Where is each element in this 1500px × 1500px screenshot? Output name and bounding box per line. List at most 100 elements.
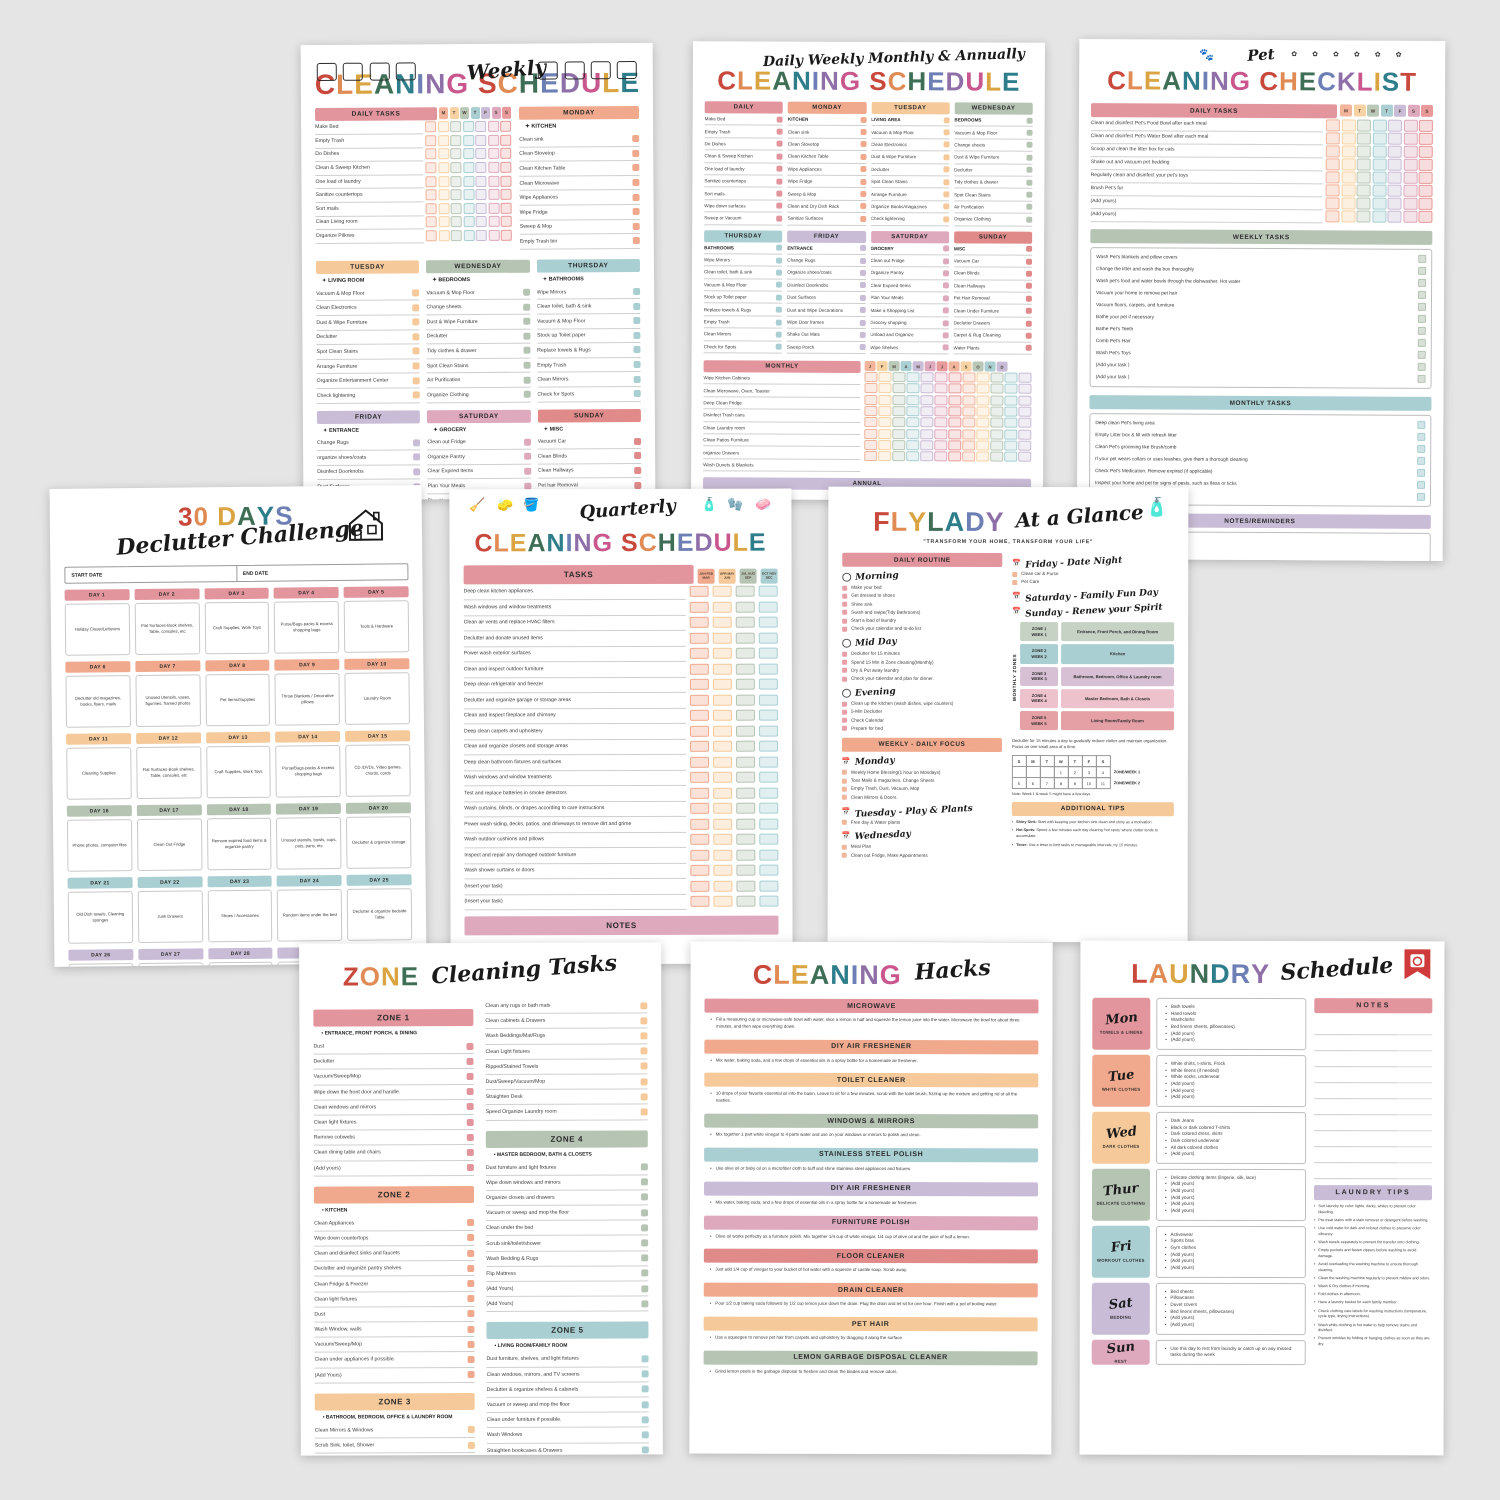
task-checkbox[interactable] [1417,420,1426,429]
item-checkbox[interactable] [841,769,847,775]
task-row[interactable]: (Add Yours) [486,1296,649,1313]
item-checkbox[interactable] [841,717,847,723]
task-row[interactable]: Clean Patios Furniture [703,434,861,448]
task-checkbox[interactable] [641,1224,649,1232]
month-checkbox[interactable] [864,440,878,451]
task-row[interactable]: Clean toilet, bath & sink [536,299,641,315]
note-line[interactable] [1314,1051,1433,1068]
task-row[interactable]: Vacuum/Sweep/Mop [313,1069,474,1086]
task-checkbox[interactable] [641,1370,649,1378]
note-line[interactable] [1314,1019,1433,1036]
start-date-field[interactable]: START DATE [65,566,237,583]
weekly-item[interactable]: Meal Plan [841,844,1002,851]
month-checkbox[interactable] [906,440,920,451]
item-checkbox[interactable] [842,676,848,682]
weekday-checkbox[interactable] [500,202,512,214]
quarter-checkbox[interactable] [759,756,779,768]
month-checkbox[interactable] [906,371,920,382]
month-checkbox[interactable] [920,451,934,462]
weekday-checkbox[interactable] [1340,196,1356,209]
task-checkbox[interactable] [942,344,949,351]
task-checkbox[interactable] [1026,142,1033,149]
week-cell-row[interactable]: Old Dish towels, Cleaning sponges Junk Dr… [67,888,413,944]
task-checkbox[interactable] [859,269,866,276]
quarterly-task-row[interactable]: Test and replace batteries in smoke dete… [464,784,779,802]
month-check-row[interactable] [864,451,1032,463]
task-checkbox[interactable] [641,1239,649,1247]
weekday-checkbox[interactable] [500,161,512,173]
task-row[interactable]: Clean Stovetop [519,146,640,162]
weekday-checkbox[interactable] [1418,158,1433,171]
task-checkbox[interactable] [859,153,867,160]
task-checkbox[interactable] [632,193,640,201]
quarter-checkbox[interactable] [736,818,756,830]
weekday-checkbox[interactable] [475,189,487,201]
task-row[interactable]: Change sheets [954,139,1033,152]
weekday-checkbox[interactable] [450,134,462,147]
weekday-checkbox[interactable] [1402,210,1417,223]
sheet-flylady-at-a-glance[interactable]: FLYLADY At a Glance 🧴 "TRANSFORM YOUR HO… [827,486,1189,943]
task-row[interactable]: Wipe Shelves [870,341,949,355]
task-checkbox[interactable] [943,203,950,210]
task-row[interactable]: Carpet & Rug Cleaning [953,329,1032,343]
weekday-checkbox[interactable] [500,189,512,201]
task-checkbox[interactable] [1026,179,1033,186]
task-checkbox[interactable] [860,129,867,136]
task-checkbox[interactable] [640,1108,648,1116]
weekly-focus-right[interactable]: 📅 Friday - Date Night Clean car & Purse Pet… [1012,556,1174,620]
routine-item[interactable]: Start a load of laundry [842,618,1002,625]
task-checkbox[interactable] [641,1416,649,1424]
item-checkbox[interactable] [842,610,848,616]
quarter-checkbox[interactable] [736,849,756,861]
weekday-checkbox[interactable] [1418,145,1433,158]
task-row[interactable]: Spot Clean Stains [870,175,950,189]
month-checkbox[interactable] [1018,383,1032,394]
quarter-checkbox[interactable] [759,833,779,845]
task-checkbox[interactable] [1418,266,1427,275]
task-checkbox[interactable] [467,1441,475,1449]
quarter-checkbox[interactable] [758,632,778,644]
day-column[interactable]: FRIDAY ENTRANCE Change Rugs Organize shoes/… [786,230,866,355]
task-row[interactable]: Spot Clean Stains [426,358,531,374]
task-row[interactable]: Clean out Fridge [870,254,949,268]
laundry-items-box[interactable]: • Use this day to rest from laundry or ca… [1155,1339,1306,1366]
month-checkbox[interactable] [962,429,976,440]
weekday-column[interactable]: TUESDAY ✦ LIVING ROOM Vacuum & Mop Floor Cl… [315,260,421,404]
task-checkbox[interactable] [943,141,950,148]
weekday-checkbox[interactable] [463,216,475,228]
laundry-day-row[interactable]: Sat BEDDING • Bed sheets • Pillowcases • Duvet … [1091,1282,1306,1335]
task-row[interactable]: Organize Pantry [870,267,949,281]
routine-item[interactable]: Check Calendar [841,717,1002,724]
weekday-checkbox[interactable] [437,135,449,147]
task-row[interactable]: Clean under the bed [486,1220,649,1237]
task-checkbox[interactable] [632,179,640,187]
weekday-checkbox[interactable] [1325,144,1340,157]
item-checkbox[interactable] [841,794,847,800]
task-checkbox[interactable] [859,307,866,314]
quarter-checkbox[interactable] [735,585,755,597]
quarter-checkbox[interactable] [736,756,756,768]
daily-task-row[interactable]: Empty Trash [315,133,512,149]
weekday-checkbox[interactable] [1372,119,1387,132]
month-checkbox[interactable] [878,417,892,428]
weekday-checkbox[interactable] [1387,210,1402,223]
quarter-checkbox[interactable] [713,833,733,846]
month-checkbox[interactable] [906,451,920,462]
weekday-checkbox[interactable] [1325,183,1340,196]
quarter-checkbox[interactable] [689,679,709,691]
day-cell[interactable]: Hair Products [208,961,274,967]
quarter-checkbox[interactable] [759,864,779,876]
task-checkbox[interactable] [467,1295,475,1303]
laundry-items-box[interactable]: • Dark Jeans • Black or dark colored T-shir… [1156,1111,1307,1164]
quarter-checkbox[interactable] [689,663,709,675]
month-checkbox[interactable] [962,372,976,383]
task-checkbox[interactable] [1417,338,1426,347]
task-checkbox[interactable] [859,215,866,222]
weekday-checkbox[interactable] [487,189,500,201]
task-row[interactable]: Tidy clothes & drawer [426,343,531,360]
task-checkbox[interactable] [942,245,949,252]
quarterly-task-rows[interactable]: Deep clean kitchen appliances. Wash windo… [463,583,779,911]
weekday-checkbox[interactable] [462,148,474,160]
task-checkbox[interactable] [1417,456,1426,465]
month-checkbox[interactable] [948,394,962,405]
